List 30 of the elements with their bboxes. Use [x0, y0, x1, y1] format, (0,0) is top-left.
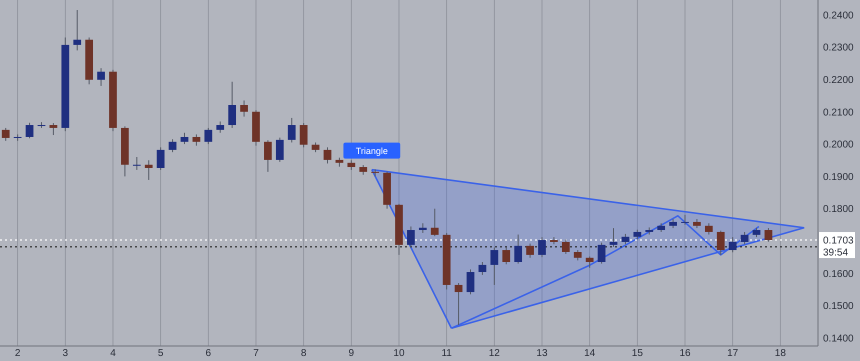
x-tick-label: 17: [727, 348, 739, 359]
x-tick-label: 6: [206, 348, 212, 359]
x-tick-label: 11: [441, 348, 452, 359]
y-tick-label: 0.1900: [823, 172, 854, 183]
y-tick-label: 0.2100: [823, 107, 854, 118]
x-tick-label: 10: [393, 348, 405, 359]
x-tick-label: 15: [632, 348, 644, 359]
y-tick-label: 0.1500: [823, 301, 854, 312]
x-tick-label: 7: [253, 348, 260, 359]
y-tick-label: 0.1600: [823, 268, 854, 280]
text: 39:54: [823, 248, 848, 259]
x-tick-label: 14: [584, 348, 596, 359]
x-tick-label: 4: [110, 348, 116, 359]
x-tick-label: 2: [14, 348, 21, 359]
y-tick-label: 0.1800: [823, 204, 854, 216]
y-tick-label: 0.2300: [823, 42, 854, 54]
y-tick-label: 0.2000: [823, 140, 854, 151]
x-tick-label: 13: [536, 348, 548, 359]
ref-line-label: 0.1703: [823, 236, 854, 247]
y-tick-label: 0.2400: [823, 10, 854, 22]
annotation: Triangle: [356, 146, 388, 156]
y-tick-label: 0.1400: [823, 333, 854, 344]
x-tick-label: 12: [488, 348, 500, 359]
x-tick-label: 9: [348, 348, 355, 359]
x-tick-label: 18: [774, 348, 786, 359]
x-tick-label: 8: [300, 348, 307, 359]
x-tick-label: 5: [158, 348, 164, 359]
x-tick-label: 16: [679, 348, 692, 359]
y-tick-label: 0.2200: [823, 74, 854, 86]
x-tick-label: 3: [62, 348, 69, 359]
